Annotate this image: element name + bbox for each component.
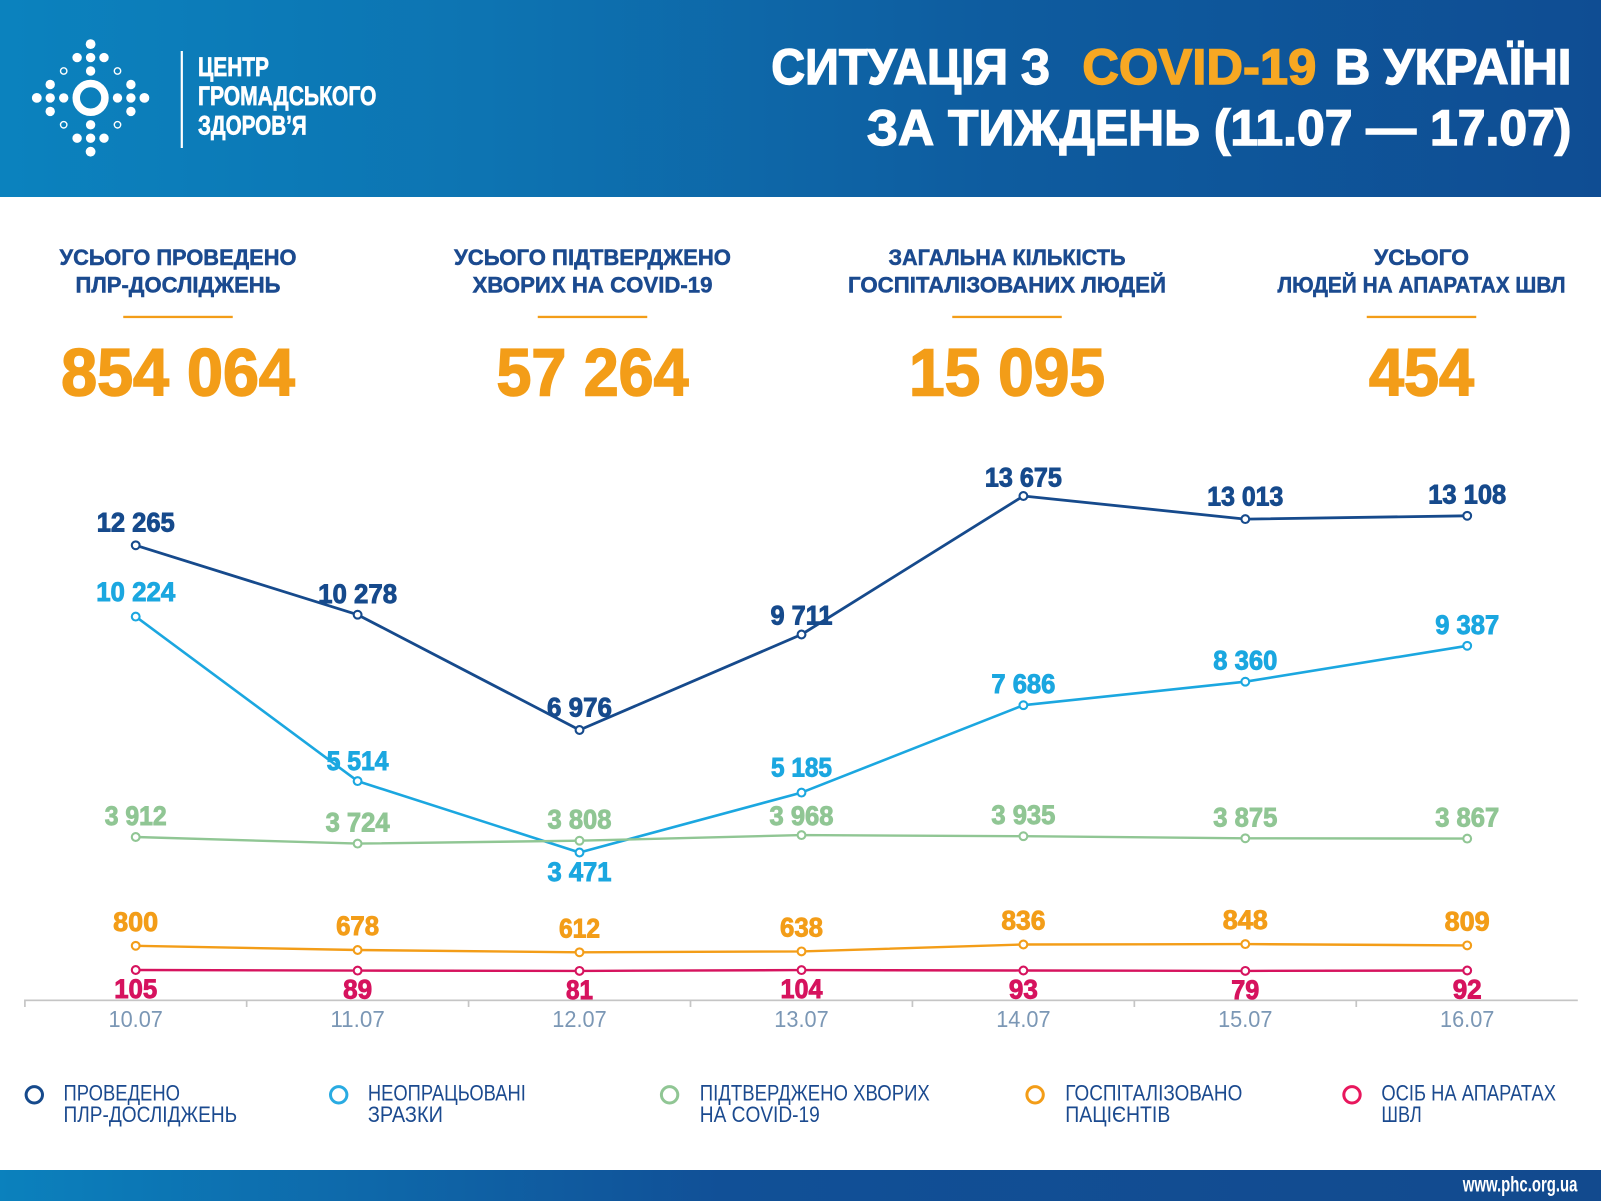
svg-text:СИТУАЦІЯ З: СИТУАЦІЯ З [771, 39, 1050, 95]
svg-text:16.07: 16.07 [1440, 1006, 1494, 1032]
svg-text:81: 81 [566, 975, 593, 1005]
svg-text:3 968: 3 968 [770, 801, 834, 831]
svg-text:ОСІБ НА АПАРАТАХ: ОСІБ НА АПАРАТАХ [1381, 1080, 1556, 1105]
svg-text:3 875: 3 875 [1213, 802, 1277, 832]
svg-text:612: 612 [559, 913, 600, 943]
svg-text:5 185: 5 185 [771, 753, 832, 783]
svg-text:104: 104 [781, 974, 823, 1004]
svg-text:8 360: 8 360 [1213, 646, 1277, 676]
svg-text:ЛЮДЕЙ НА АПАРАТАХ ШВЛ: ЛЮДЕЙ НА АПАРАТАХ ШВЛ [1278, 273, 1566, 298]
svg-text:6 976: 6 976 [547, 693, 612, 723]
svg-text:ПЛР-ДОСЛІДЖЕНЬ: ПЛР-ДОСЛІДЖЕНЬ [64, 1102, 238, 1127]
svg-text:3 724: 3 724 [326, 808, 390, 838]
svg-text:3 935: 3 935 [991, 800, 1055, 830]
svg-text:11.07: 11.07 [330, 1006, 384, 1032]
svg-text:13 108: 13 108 [1428, 479, 1506, 509]
svg-text:12 265: 12 265 [97, 507, 175, 537]
svg-text:9 387: 9 387 [1435, 610, 1499, 640]
svg-text:678: 678 [336, 911, 379, 941]
svg-text:89: 89 [343, 975, 372, 1005]
svg-text:454: 454 [1369, 336, 1474, 411]
svg-text:www.phc.org.ua: www.phc.org.ua [1462, 1174, 1578, 1197]
svg-text:7 686: 7 686 [991, 669, 1055, 699]
svg-text:638: 638 [780, 912, 823, 942]
svg-text:15 095: 15 095 [909, 336, 1105, 411]
svg-text:ПРОВЕДЕНО: ПРОВЕДЕНО [64, 1080, 181, 1105]
svg-text:ГОСПІТАЛІЗОВАНО: ГОСПІТАЛІЗОВАНО [1065, 1080, 1242, 1105]
svg-text:ЗАГАЛЬНА КІЛЬКІСТЬ: ЗАГАЛЬНА КІЛЬКІСТЬ [889, 245, 1126, 270]
svg-text:92: 92 [1453, 975, 1482, 1005]
svg-text:848: 848 [1223, 905, 1268, 935]
svg-text:НА COVID-19: НА COVID-19 [700, 1102, 820, 1127]
svg-text:3 867: 3 867 [1435, 803, 1499, 833]
svg-text:10.07: 10.07 [109, 1006, 163, 1032]
svg-text:ЗРАЗКИ: ЗРАЗКИ [368, 1102, 443, 1127]
svg-text:ШВЛ: ШВЛ [1381, 1102, 1421, 1127]
svg-text:13 675: 13 675 [985, 463, 1062, 493]
svg-text:ПІДТВЕРДЖЕНО ХВОРИХ: ПІДТВЕРДЖЕНО ХВОРИХ [700, 1080, 930, 1105]
svg-text:9 711: 9 711 [771, 601, 833, 631]
svg-text:854 064: 854 064 [61, 336, 295, 411]
svg-text:УСЬОГО ПІДТВЕРДЖЕНО: УСЬОГО ПІДТВЕРДЖЕНО [454, 245, 731, 270]
svg-text:15.07: 15.07 [1218, 1006, 1272, 1032]
svg-text:ПЛР-ДОСЛІДЖЕНЬ: ПЛР-ДОСЛІДЖЕНЬ [76, 273, 281, 298]
svg-text:COVID-19: COVID-19 [1082, 39, 1316, 95]
svg-text:ЦЕНТР: ЦЕНТР [198, 52, 269, 82]
svg-text:13 013: 13 013 [1207, 481, 1283, 511]
svg-text:ЗДОРОВ’Я: ЗДОРОВ’Я [198, 111, 307, 141]
svg-text:800: 800 [113, 907, 158, 937]
svg-text:3 808: 3 808 [548, 805, 612, 835]
svg-text:836: 836 [1001, 906, 1045, 936]
svg-text:13.07: 13.07 [774, 1006, 828, 1032]
svg-text:В УКРАЇНІ: В УКРАЇНІ [1335, 39, 1572, 95]
svg-text:93: 93 [1009, 975, 1038, 1005]
svg-text:14.07: 14.07 [996, 1006, 1050, 1032]
svg-text:ПАЦІЄНТІВ: ПАЦІЄНТІВ [1065, 1102, 1170, 1127]
svg-text:12.07: 12.07 [552, 1006, 606, 1032]
svg-text:НЕОПРАЦЬОВАНІ: НЕОПРАЦЬОВАНІ [368, 1080, 526, 1105]
svg-text:УСЬОГО: УСЬОГО [1374, 245, 1469, 270]
svg-text:3 471: 3 471 [548, 857, 612, 887]
svg-text:105: 105 [114, 974, 157, 1004]
svg-text:ГОСПІТАЛІЗОВАНИХ ЛЮДЕЙ: ГОСПІТАЛІЗОВАНИХ ЛЮДЕЙ [848, 273, 1166, 298]
svg-text:79: 79 [1231, 975, 1259, 1005]
svg-text:10 224: 10 224 [96, 577, 175, 607]
svg-text:5 514: 5 514 [327, 746, 389, 776]
svg-text:ГРОМАДСЬКОГО: ГРОМАДСЬКОГО [198, 81, 376, 111]
svg-text:3 912: 3 912 [105, 801, 167, 831]
svg-text:УСЬОГО ПРОВЕДЕНО: УСЬОГО ПРОВЕДЕНО [60, 245, 297, 270]
svg-text:ЗА ТИЖДЕНЬ (11.07 — 17.07): ЗА ТИЖДЕНЬ (11.07 — 17.07) [867, 100, 1572, 156]
svg-text:ХВОРИХ НА COVID-19: ХВОРИХ НА COVID-19 [473, 273, 713, 298]
svg-text:10 278: 10 278 [318, 579, 397, 609]
svg-text:809: 809 [1445, 906, 1490, 936]
svg-text:57 264: 57 264 [497, 336, 689, 411]
